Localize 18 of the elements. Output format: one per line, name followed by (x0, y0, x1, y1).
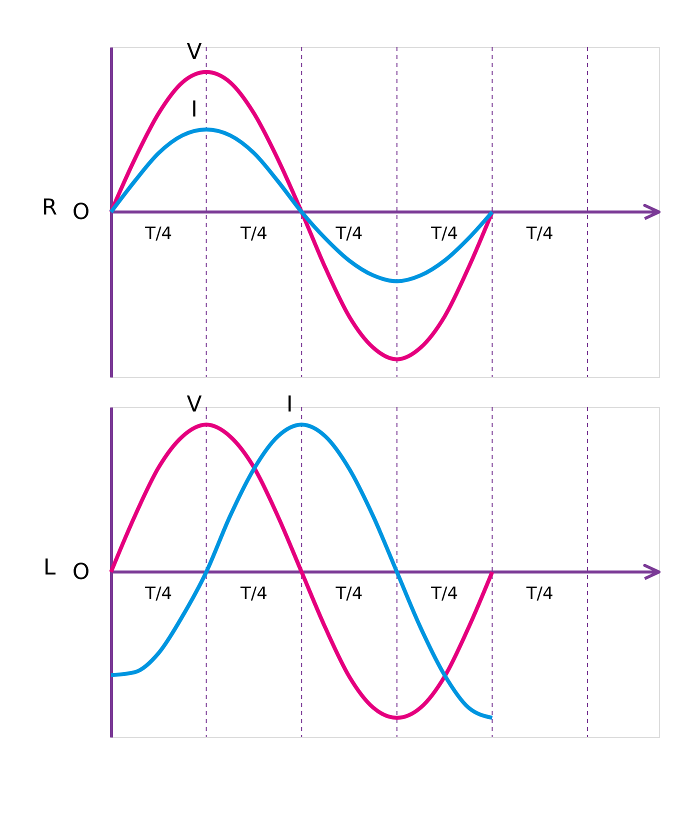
text: O (72, 560, 90, 585)
annotation: T/4 (334, 584, 363, 604)
series-label: I (286, 392, 293, 418)
annotation: T/4 (525, 224, 554, 244)
annotation: T/4 (525, 584, 554, 604)
annotation: T/4 (144, 584, 172, 604)
text: O (72, 200, 90, 225)
annotation: T/4 (239, 584, 268, 604)
annotation: T/4 (239, 224, 268, 244)
annotation: T/4 (334, 224, 363, 244)
annotation: T/4 (430, 584, 458, 604)
y-axis-title: R (42, 196, 58, 220)
series-label: V (186, 40, 202, 66)
series-label: I (191, 98, 198, 122)
annotation: T/4 (144, 224, 172, 244)
series-label: V (186, 392, 202, 418)
annotation: T/4 (430, 224, 458, 244)
y-axis-title: L (43, 556, 56, 580)
